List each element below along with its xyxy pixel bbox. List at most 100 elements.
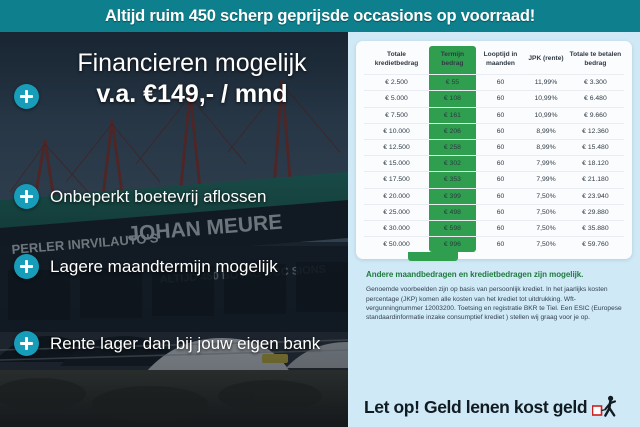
table-cell: 7,50%: [525, 203, 567, 221]
person-pulling-box-icon: [592, 395, 617, 417]
table-cell: € 108: [429, 90, 476, 108]
highlight-column-tail: [408, 252, 458, 262]
loan-warning: Let op! Geld lenen kost geld: [356, 395, 632, 419]
headline-subtitle: v.a. €149,- / mnd: [96, 80, 288, 108]
table-row: € 12.500 € 258 60 8,99% € 15.480: [364, 138, 624, 156]
table-cell: 60: [475, 90, 526, 108]
table-cell: € 5.000: [364, 90, 429, 108]
bullet-label: Onbeperkt boetevrij aflossen: [50, 186, 267, 206]
table-row: € 20.000 € 399 60 7,50% € 23.940: [364, 187, 624, 205]
table-cell: € 15.000: [364, 155, 429, 172]
dealership-photo: PERLER INRVILAUTO'S JOHAN MEURE ALTIJD 4…: [0, 32, 348, 427]
table-cell: 60: [475, 187, 526, 205]
table-cell: € 3.300: [566, 74, 624, 91]
table-cell: € 399: [429, 187, 476, 205]
table-cell: € 10.000: [364, 122, 429, 140]
plus-icon: [14, 331, 39, 356]
photo-overlay-scrim: [0, 32, 348, 427]
table-cell: 7,99%: [525, 155, 567, 172]
table-cell: € 258: [429, 138, 476, 156]
page-title: Financieren mogelijk: [77, 49, 307, 77]
table-cell: 60: [475, 106, 526, 124]
table-cell: 60: [475, 155, 526, 172]
table-row: € 25.000 € 498 60 7,50% € 29.880: [364, 203, 624, 221]
table-row: € 15.000 € 302 60 7,99% € 18.120: [364, 155, 624, 172]
table-cell: 11,99%: [525, 74, 567, 91]
panel-divider: [348, 32, 350, 427]
column-header-totaal: Totale te betalen bedrag: [569, 51, 622, 67]
table-cell: € 353: [429, 171, 476, 188]
top-banner-text: Altijd ruim 450 scherp geprijsde occasio…: [104, 6, 536, 25]
table-cell: € 35.880: [566, 219, 624, 237]
column-header-jpk: JPK (rente): [528, 55, 564, 63]
table-cell: € 498: [429, 203, 476, 221]
column-header-looptijd: Looptijd in maanden: [483, 51, 518, 67]
bullet-item-maandtermijn: Lagere maandtermijn mogelijk: [14, 254, 348, 279]
table-cell: € 21.180: [566, 171, 624, 188]
headline-block: Financieren mogelijk v.a. €149,- / mnd: [14, 48, 344, 110]
plus-icon: [14, 184, 39, 209]
top-banner-bar: Altijd ruim 450 scherp geprijsde occasio…: [0, 0, 640, 32]
table-cell: 7,50%: [525, 236, 567, 253]
rates-table-body: € 2.500 € 55 60 11,99% € 3.300 € 5.000 € 108 60…: [364, 74, 624, 253]
bullet-label: Lagere maandtermijn mogelijk: [50, 256, 278, 276]
table-cell: 60: [475, 122, 526, 140]
table-cell: € 7.500: [364, 106, 429, 124]
table-cell: € 2.500: [364, 74, 429, 91]
disclaimer-block: Andere maandbedragen en kredietbedragen …: [356, 259, 632, 323]
table-cell: € 598: [429, 219, 476, 237]
table-header-row: Totale kredietbedrag Termijn bedrag Loop…: [364, 46, 624, 75]
table-cell: 10,99%: [525, 90, 567, 108]
table-cell: € 996: [429, 236, 476, 253]
table-cell: € 161: [429, 106, 476, 124]
table-cell: 8,99%: [525, 122, 567, 140]
table-row: € 10.000 € 206 60 8,99% € 12.360: [364, 122, 624, 140]
bullet-label: Rente lager dan bij jouw eigen bank: [50, 333, 321, 353]
column-header-kredietbedrag: Totale kredietbedrag: [374, 51, 419, 67]
table-cell: € 15.480: [566, 138, 624, 156]
rates-panel: Totale kredietbedrag Termijn bedrag Loop…: [348, 32, 640, 427]
table-cell: 7,99%: [525, 171, 567, 188]
table-cell: 10,99%: [525, 106, 567, 124]
bullet-item-financieren: [14, 84, 348, 109]
rates-table-card: Totale kredietbedrag Termijn bedrag Loop…: [356, 41, 632, 262]
plus-icon: [14, 84, 39, 109]
table-cell: € 18.120: [566, 155, 624, 172]
table-cell: € 29.880: [566, 203, 624, 221]
table-cell: € 30.000: [364, 219, 429, 237]
plus-icon: [14, 254, 39, 279]
table-cell: 60: [475, 236, 526, 253]
table-row: € 17.500 € 353 60 7,99% € 21.180: [364, 171, 624, 188]
table-cell: 7,50%: [525, 219, 567, 237]
table-cell: € 206: [429, 122, 476, 140]
table-row: € 7.500 € 161 60 10,99% € 9.660: [364, 106, 624, 124]
table-cell: € 50.000: [364, 236, 429, 253]
table-cell: 60: [475, 219, 526, 237]
table-cell: 60: [475, 171, 526, 188]
table-cell: € 12.360: [566, 122, 624, 140]
column-header-termijnbedrag: Termijn bedrag: [429, 46, 476, 75]
table-cell: 60: [475, 203, 526, 221]
table-row: € 2.500 € 55 60 11,99% € 3.300: [364, 74, 624, 91]
table-cell: 8,99%: [525, 138, 567, 156]
table-cell: € 55: [429, 74, 476, 91]
rates-table: Totale kredietbedrag Termijn bedrag Loop…: [364, 46, 624, 253]
bullet-item-aflossen: Onbeperkt boetevrij aflossen: [14, 184, 348, 209]
table-cell: 60: [475, 74, 526, 91]
disclaimer-title: Andere maandbedragen en kredietbedragen …: [366, 270, 584, 280]
table-cell: € 25.000: [364, 203, 429, 221]
table-cell: € 23.940: [566, 187, 624, 205]
table-cell: 60: [475, 138, 526, 156]
table-row: € 30.000 € 598 60 7,50% € 35.880: [364, 219, 624, 237]
table-cell: € 302: [429, 155, 476, 172]
table-cell: € 59.760: [566, 236, 624, 253]
table-cell: € 9.660: [566, 106, 624, 124]
table-cell: € 12.500: [364, 138, 429, 156]
table-cell: € 6.480: [566, 90, 624, 108]
left-content: Financieren mogelijk v.a. €149,- / mnd O…: [0, 32, 348, 427]
table-row: € 5.000 € 108 60 10,99% € 6.480: [364, 90, 624, 108]
table-row: € 50.000 € 996 60 7,50% € 59.760: [364, 236, 624, 253]
table-cell: € 17.500: [364, 171, 429, 188]
table-cell: € 20.000: [364, 187, 429, 205]
